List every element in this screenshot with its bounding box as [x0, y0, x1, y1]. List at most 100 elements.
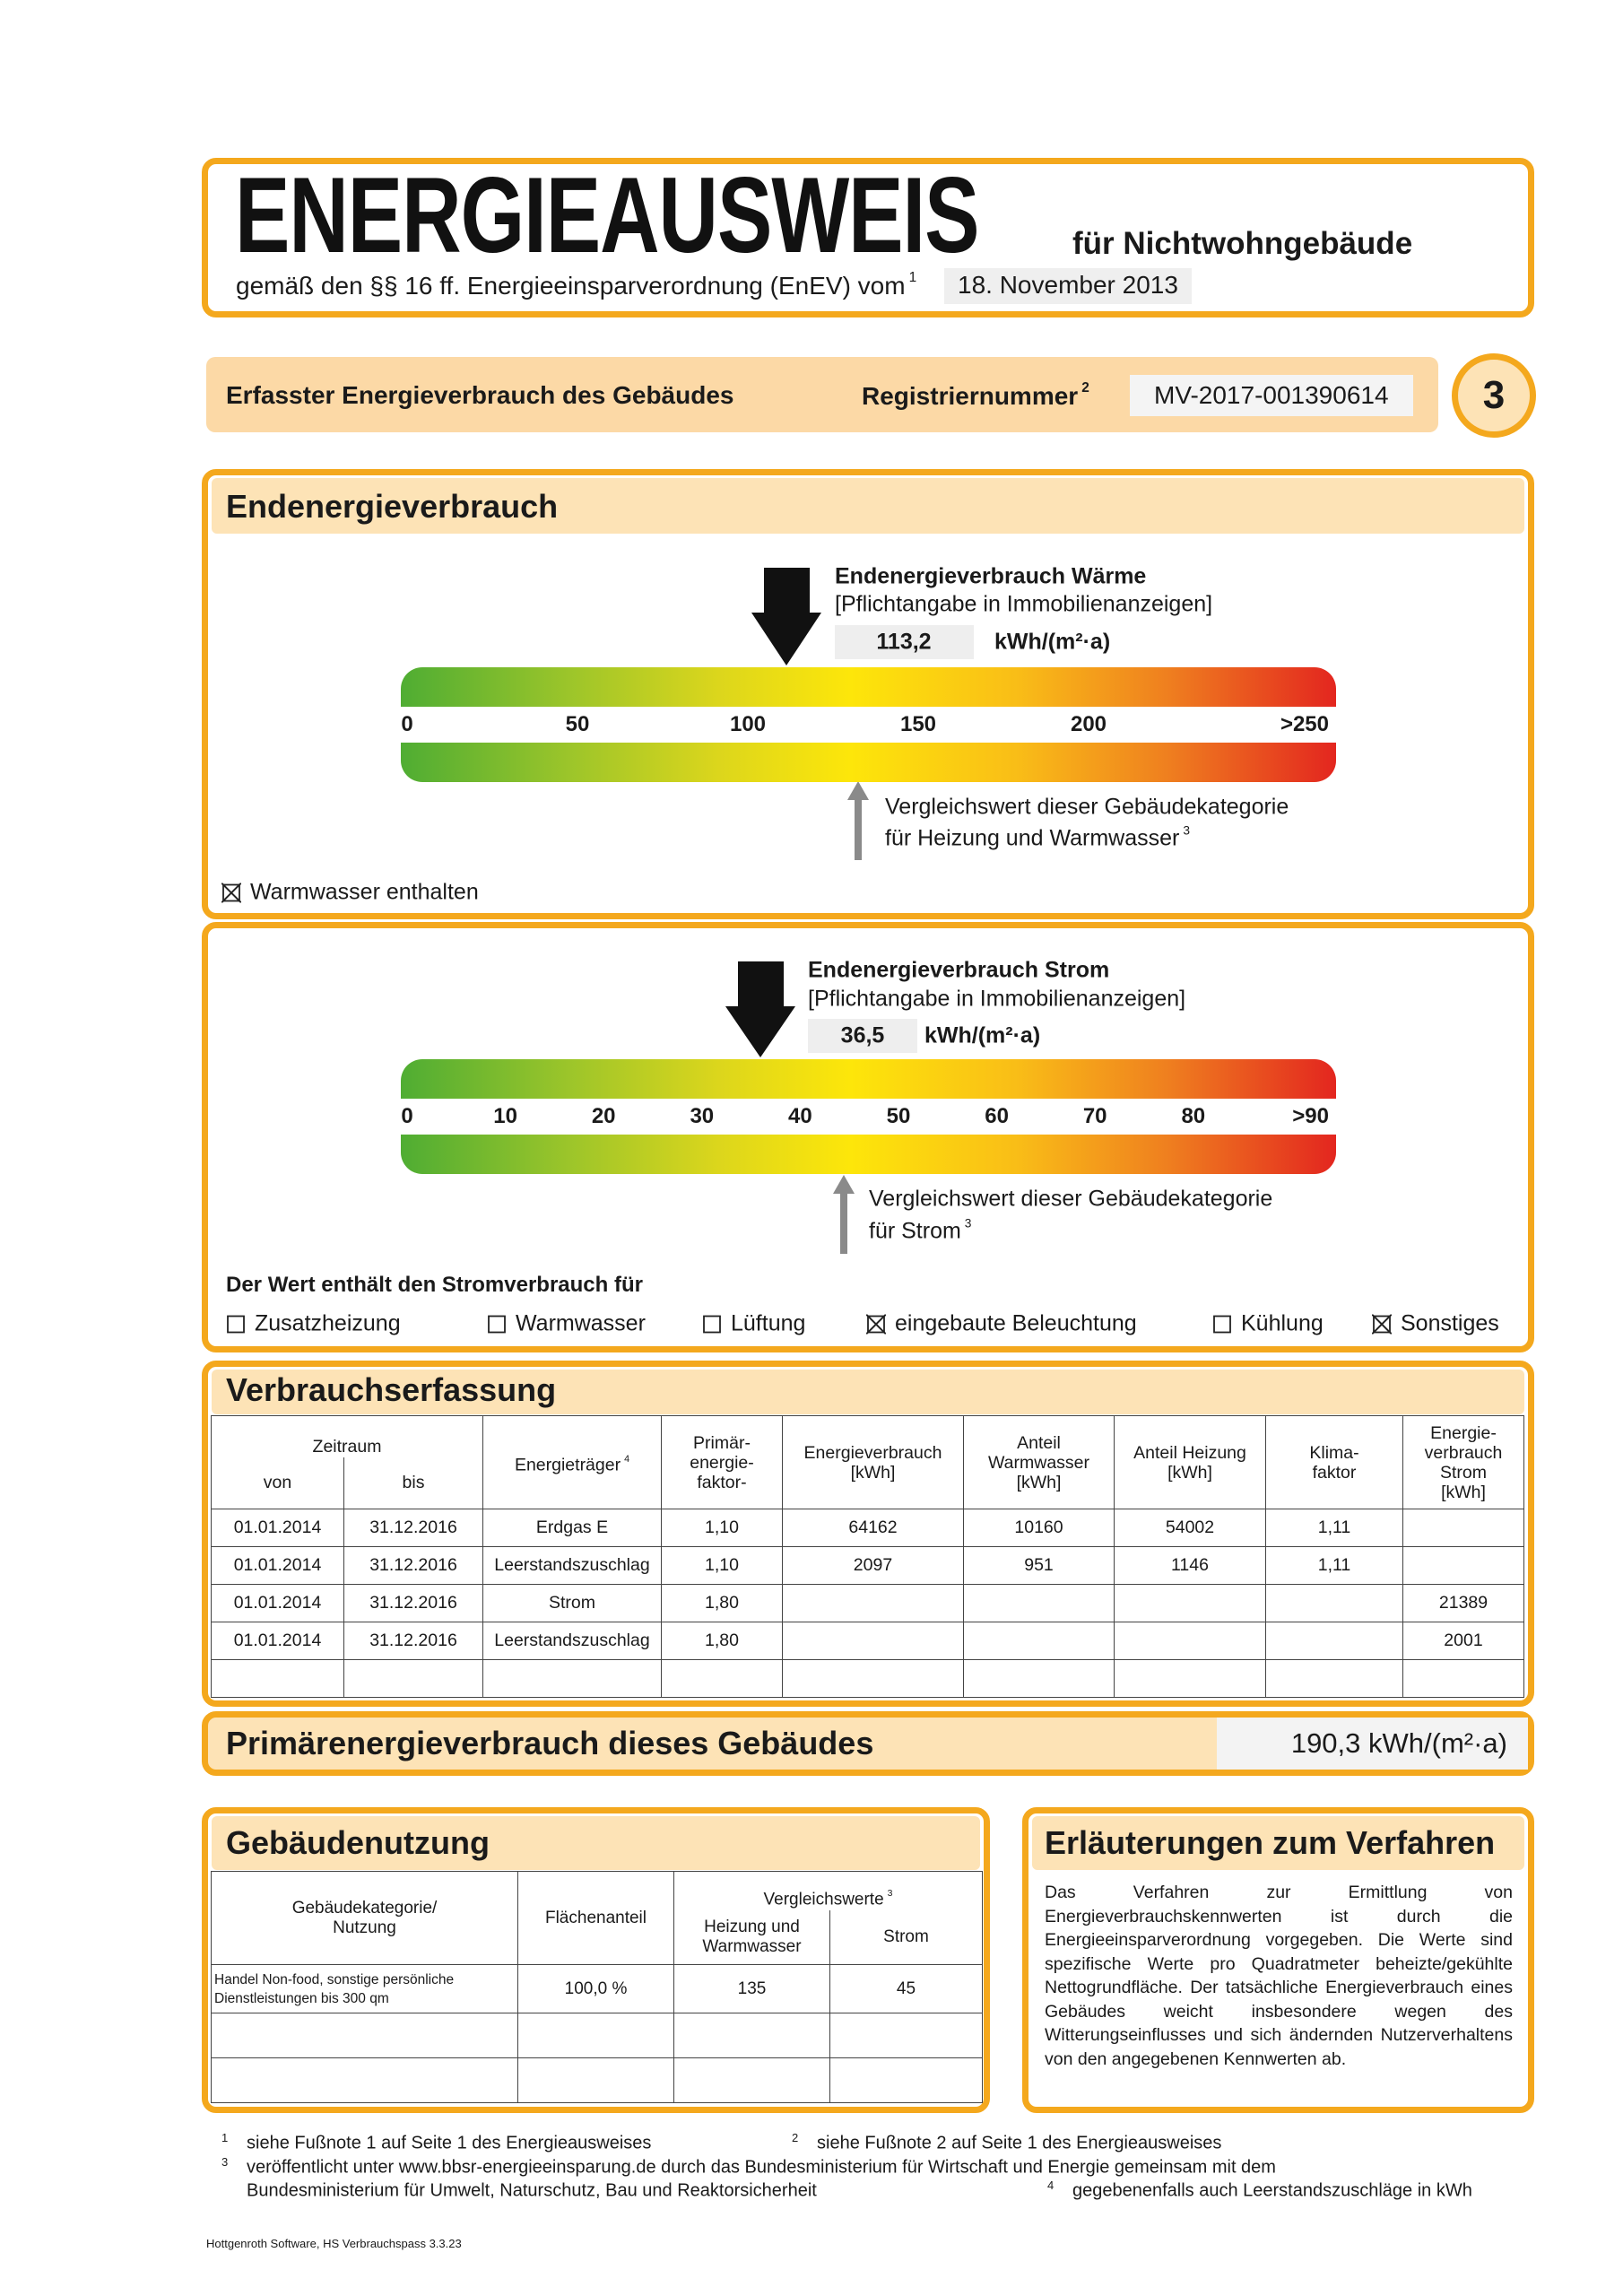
value-arrow	[751, 568, 821, 665]
table-cell	[782, 1659, 964, 1698]
value-arrow	[725, 961, 795, 1057]
checkbox-label: Lüftung	[731, 1310, 806, 1336]
header-line: faktor	[1312, 1462, 1357, 1483]
section-header-band	[212, 478, 1524, 534]
scale-label: 100	[729, 712, 767, 736]
indicator-value: 36,5	[840, 1022, 885, 1048]
comparison-text-line: für Strom	[869, 1218, 961, 1244]
data-row: 01.01.2014 31.12.2016 Strom 1,80 21389	[211, 1584, 1524, 1622]
scale-label: 70	[1082, 1104, 1107, 1128]
table-header-cell: Primär-energie-faktor-	[661, 1415, 783, 1509]
section-header-band	[212, 1370, 1524, 1414]
table-header-cell: Energie-verbrauch Strom [kWh]	[1402, 1415, 1524, 1509]
value-field	[835, 625, 974, 659]
registration-heading: Erfasster Energieverbrauch des Gebäudes	[226, 381, 734, 409]
table-cell	[1265, 1622, 1403, 1660]
table-cell	[963, 1584, 1115, 1622]
table-cell: 951	[963, 1546, 1115, 1585]
empty-row	[211, 1659, 1524, 1698]
primary-energy-field	[1217, 1718, 1528, 1770]
table-cell: 1,80	[661, 1622, 783, 1660]
header-line: Energieverbrauch	[803, 1442, 942, 1463]
checkbox-frame	[488, 1315, 506, 1333]
indicator-value: 113,2	[876, 629, 932, 655]
checkbox	[488, 1315, 506, 1333]
table-cell: 2001	[1402, 1622, 1524, 1660]
empty-row	[211, 2013, 983, 2058]
checkbox	[1372, 1314, 1392, 1334]
empty-row	[211, 2057, 983, 2103]
checkbox-cross	[221, 883, 241, 902]
table-header-cell: Energieverbrauch [kWh]	[782, 1415, 964, 1509]
hot-water-check: Warmwasser enthalten	[221, 880, 479, 906]
footnote-mark: 4	[1047, 2179, 1055, 2192]
table-cell: 01.01.2014	[211, 1546, 344, 1585]
header-line: [kWh]	[850, 1462, 896, 1483]
table-cell: 31.12.2016	[343, 1509, 483, 1547]
table-header-cell: Strom	[829, 1909, 983, 1965]
header-line: Strom	[1439, 1462, 1487, 1483]
scale-label: 200	[1070, 712, 1107, 736]
table-cell	[1402, 1659, 1524, 1698]
primary-energy-value: 190,3 kWh/(m²·a)	[1290, 1727, 1507, 1759]
table-body: Zeitraum Energieträger 4 Primär-energie-fak…	[211, 1415, 1524, 1698]
header-row: von bis	[211, 1457, 1524, 1509]
checkbox	[221, 883, 241, 902]
checkbox-frame	[1213, 1315, 1231, 1333]
includes-heading: Der Wert enthält den Stromverbrauch für	[226, 1273, 643, 1297]
checkbox-cross	[1372, 1314, 1392, 1334]
comparison-text: für Heizung und Warmwasser 3	[885, 823, 1190, 851]
heat-section	[202, 469, 1534, 919]
checkbox-label: Kühlung	[1241, 1310, 1324, 1336]
footnote-mark: 3	[1183, 823, 1191, 838]
table-body: Gebäudekategorie/Nutzung Flächenanteil Ver…	[211, 1871, 983, 2103]
table-cell	[661, 1659, 783, 1698]
table-cell	[963, 1659, 1115, 1698]
checkbox	[1213, 1315, 1231, 1333]
header-line: Strom	[883, 1926, 929, 1946]
indicator-note: [Pflichtangabe in Immobilienanzeigen]	[808, 986, 1186, 1012]
indicator-title: Endenergieverbrauch Wärme	[835, 563, 1147, 589]
table-cell: 21389	[1402, 1584, 1524, 1622]
checkbox	[866, 1314, 886, 1334]
section-title: Verbrauchserfassung	[226, 1371, 557, 1408]
table-cell: Handel Non-food, sonstige persönliche Di…	[211, 1964, 518, 2013]
header-line: Anteil Heizung	[1133, 1442, 1246, 1463]
header-line: Energie-	[1430, 1422, 1497, 1443]
scale-label: >90	[1292, 1104, 1329, 1128]
header-row: Gebäudekategorie/Nutzung Flächenanteil Ver…	[211, 1871, 983, 1965]
header-line: Heizung und	[704, 1917, 800, 1936]
table-cell	[482, 1659, 662, 1698]
table-cell: 1,10	[661, 1546, 783, 1585]
legal-basis-text: gemäß den §§ 16 ff. Energieeinsparverord…	[236, 271, 906, 300]
table-cell: 1146	[1114, 1546, 1266, 1585]
checkbox-label: Warmwasser enthalten	[250, 879, 479, 905]
comparison-text: Vergleichswert dieser Gebäudekategorie	[885, 794, 1289, 820]
table-header-cell: Flächenanteil	[517, 1871, 674, 1965]
primary-energy-title: Primärenergieverbrauch dieses Gebäudes	[226, 1725, 874, 1761]
data-row: 01.01.2014 31.12.2016 Leerstandszuschlag 1,…	[211, 1622, 1524, 1660]
consumption-table: Zeitraum Energieträger 4 Primär-energie-fak…	[211, 1415, 1524, 1698]
include-item: Kühlung	[1212, 1311, 1324, 1337]
scale-label: 40	[788, 1104, 812, 1128]
header-row: Zeitraum Energieträger 4 Primär-energie-fak…	[211, 1415, 1524, 1509]
scale-label: 50	[886, 1104, 911, 1128]
table-cell: Leerstandszuschlag	[482, 1622, 662, 1660]
header-line: [kWh]	[1441, 1482, 1486, 1502]
data-row: 01.01.2014 31.12.2016 Leerstandszuschlag 1,…	[211, 1546, 1524, 1585]
checkbox-frame	[1373, 1315, 1391, 1333]
value-field	[808, 1019, 917, 1053]
table-cell: 01.01.2014	[211, 1622, 344, 1660]
section-header-band	[212, 1816, 980, 1870]
scale-label: >250	[1280, 712, 1329, 736]
footnote-mark: 3	[964, 1216, 972, 1231]
header-line: Anteil	[1017, 1432, 1061, 1453]
table-cell	[1114, 1622, 1266, 1660]
header-line: verbrauch	[1424, 1442, 1503, 1463]
software-footer: Hottgenroth Software, HS Verbrauchspass …	[206, 2237, 462, 2250]
table-header-cell: Heizung und Warmwasser	[673, 1909, 830, 1965]
page-number: 3	[1452, 353, 1536, 438]
checkbox-label: Zusatzheizung	[255, 1310, 401, 1336]
table-cell: 54002	[1114, 1509, 1266, 1547]
table-cell: 1,11	[1265, 1546, 1403, 1585]
